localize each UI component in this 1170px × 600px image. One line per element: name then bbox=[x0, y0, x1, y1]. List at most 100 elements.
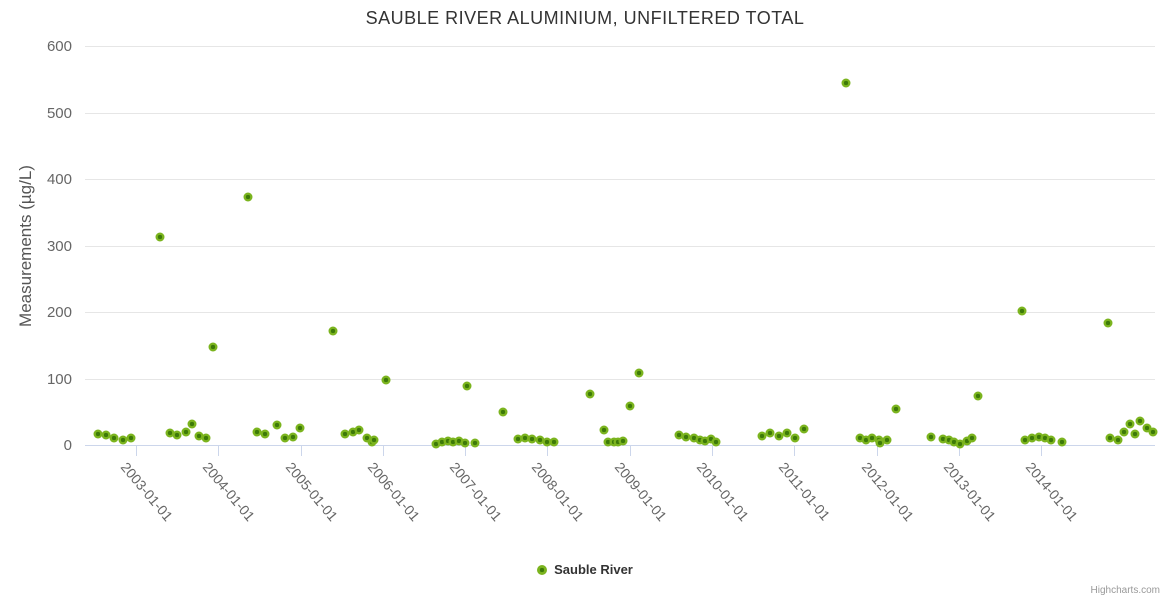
data-point[interactable] bbox=[706, 434, 716, 444]
data-point[interactable] bbox=[172, 430, 182, 440]
data-point[interactable] bbox=[1113, 435, 1123, 445]
data-point[interactable] bbox=[618, 436, 628, 446]
data-point[interactable] bbox=[967, 433, 977, 443]
data-point[interactable] bbox=[625, 401, 635, 411]
data-point[interactable] bbox=[944, 435, 954, 445]
data-point[interactable] bbox=[681, 432, 691, 442]
data-point[interactable] bbox=[295, 423, 305, 433]
data-point[interactable] bbox=[700, 436, 710, 446]
data-point[interactable] bbox=[1040, 433, 1050, 443]
data-point[interactable] bbox=[454, 436, 464, 446]
x-tick-mark bbox=[382, 446, 384, 456]
data-point[interactable] bbox=[1103, 318, 1113, 328]
data-point[interactable] bbox=[774, 431, 784, 441]
data-point[interactable] bbox=[1057, 437, 1067, 447]
data-point[interactable] bbox=[194, 431, 204, 441]
data-point[interactable] bbox=[437, 437, 447, 447]
data-point[interactable] bbox=[443, 436, 453, 446]
highcharts-credit-link[interactable]: Highcharts.com bbox=[1090, 585, 1160, 596]
data-point[interactable] bbox=[689, 433, 699, 443]
data-point[interactable] bbox=[470, 438, 480, 448]
data-point[interactable] bbox=[208, 342, 218, 352]
data-point[interactable] bbox=[1142, 423, 1152, 433]
data-point[interactable] bbox=[340, 429, 350, 439]
data-point[interactable] bbox=[362, 433, 372, 443]
data-point[interactable] bbox=[328, 326, 338, 336]
data-point[interactable] bbox=[926, 432, 936, 442]
data-point[interactable] bbox=[126, 433, 136, 443]
data-point[interactable] bbox=[765, 428, 775, 438]
legend-item-sauble-river[interactable]: Sauble River bbox=[0, 562, 1170, 577]
data-point[interactable] bbox=[973, 391, 983, 401]
data-point[interactable] bbox=[1017, 306, 1027, 316]
x-tick-mark bbox=[629, 446, 631, 456]
data-point[interactable] bbox=[603, 437, 613, 447]
data-point[interactable] bbox=[165, 428, 175, 438]
data-point[interactable] bbox=[782, 428, 792, 438]
data-point[interactable] bbox=[181, 427, 191, 437]
data-point[interactable] bbox=[1046, 435, 1056, 445]
data-point[interactable] bbox=[520, 433, 530, 443]
data-point[interactable] bbox=[252, 427, 262, 437]
data-point[interactable] bbox=[549, 437, 559, 447]
data-point[interactable] bbox=[1148, 427, 1158, 437]
data-point[interactable] bbox=[535, 435, 545, 445]
data-point[interactable] bbox=[1135, 416, 1145, 426]
data-point[interactable] bbox=[101, 430, 111, 440]
data-point[interactable] bbox=[462, 381, 472, 391]
data-point[interactable] bbox=[882, 435, 892, 445]
data-point[interactable] bbox=[841, 78, 851, 88]
data-point[interactable] bbox=[513, 434, 523, 444]
data-point[interactable] bbox=[109, 433, 119, 443]
data-point[interactable] bbox=[875, 438, 885, 448]
data-point[interactable] bbox=[1130, 429, 1140, 439]
data-point[interactable] bbox=[155, 232, 165, 242]
data-point[interactable] bbox=[448, 437, 458, 447]
data-point[interactable] bbox=[855, 433, 865, 443]
data-point[interactable] bbox=[381, 375, 391, 385]
data-point[interactable] bbox=[962, 436, 972, 446]
data-point[interactable] bbox=[498, 407, 508, 417]
data-point[interactable] bbox=[711, 437, 721, 447]
data-point[interactable] bbox=[260, 429, 270, 439]
data-point[interactable] bbox=[348, 427, 358, 437]
data-point[interactable] bbox=[867, 433, 877, 443]
data-point[interactable] bbox=[527, 434, 537, 444]
data-point[interactable] bbox=[799, 424, 809, 434]
data-point[interactable] bbox=[1020, 435, 1030, 445]
data-point[interactable] bbox=[288, 432, 298, 442]
data-point[interactable] bbox=[790, 433, 800, 443]
data-point[interactable] bbox=[118, 435, 128, 445]
data-point[interactable] bbox=[1125, 419, 1135, 429]
x-axis-label: 2010-01-01 bbox=[693, 459, 753, 525]
data-point[interactable] bbox=[609, 437, 619, 447]
data-point[interactable] bbox=[674, 430, 684, 440]
data-point[interactable] bbox=[695, 435, 705, 445]
data-point[interactable] bbox=[431, 439, 441, 449]
data-point[interactable] bbox=[1119, 427, 1129, 437]
data-point[interactable] bbox=[891, 404, 901, 414]
data-point[interactable] bbox=[949, 437, 959, 447]
data-point[interactable] bbox=[369, 435, 379, 445]
data-point[interactable] bbox=[585, 389, 595, 399]
data-point[interactable] bbox=[861, 435, 871, 445]
data-point[interactable] bbox=[938, 434, 948, 444]
data-point[interactable] bbox=[280, 433, 290, 443]
data-point[interactable] bbox=[243, 192, 253, 202]
data-point[interactable] bbox=[460, 438, 470, 448]
data-point[interactable] bbox=[1027, 433, 1037, 443]
data-point[interactable] bbox=[354, 425, 364, 435]
data-point[interactable] bbox=[1105, 433, 1115, 443]
y-gridline bbox=[85, 245, 1155, 247]
data-point[interactable] bbox=[201, 433, 211, 443]
data-point[interactable] bbox=[757, 431, 767, 441]
data-point[interactable] bbox=[1034, 432, 1044, 442]
data-point[interactable] bbox=[599, 425, 609, 435]
data-point[interactable] bbox=[272, 420, 282, 430]
x-tick-mark bbox=[465, 446, 467, 456]
data-point[interactable] bbox=[634, 368, 644, 377]
data-point[interactable] bbox=[955, 439, 965, 449]
data-point[interactable] bbox=[187, 419, 197, 429]
data-point[interactable] bbox=[93, 429, 103, 439]
data-point[interactable] bbox=[542, 437, 552, 447]
